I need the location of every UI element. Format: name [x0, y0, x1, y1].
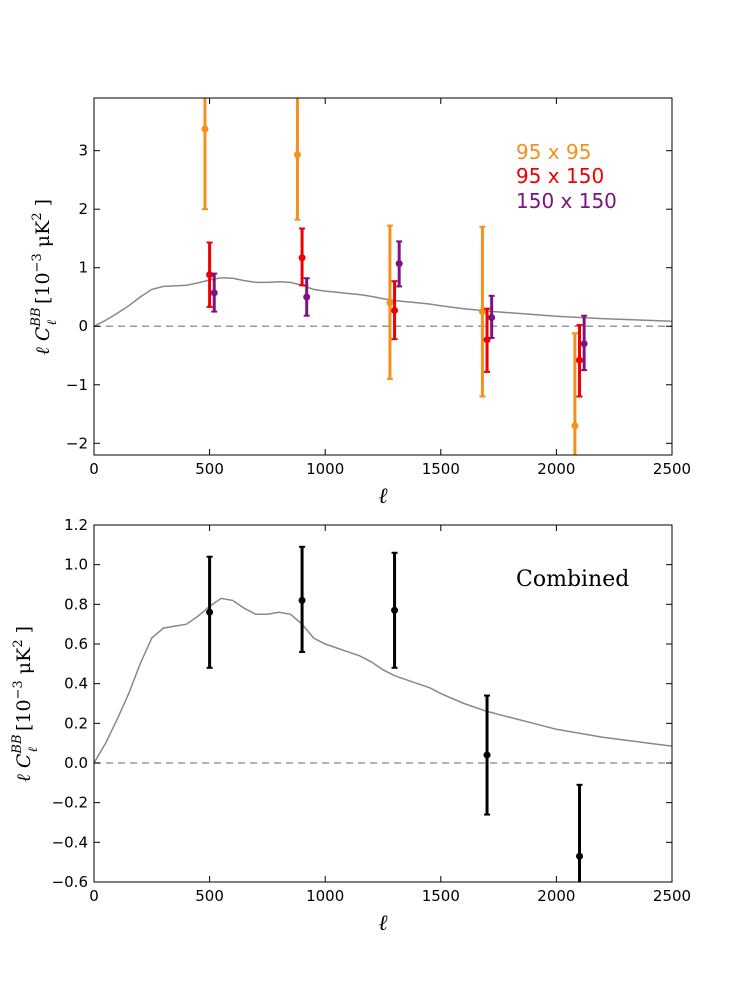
top-y-ticks: −2 −1 0 1 2 3 [66, 142, 672, 452]
legend-entry-95x150: 95 x 150 [516, 164, 604, 188]
top-ytick-label-0: −2 [66, 434, 88, 452]
bottom-data-points [206, 545, 584, 882]
combined-annotation: Combined [516, 567, 629, 592]
bot-ytick-label-5: 0.4 [64, 675, 88, 693]
bottom-ylabel-prefix: ℓ C [13, 753, 35, 782]
bot-ytick-label-1: −0.4 [52, 833, 88, 851]
point-bot-Combined-0 [206, 608, 214, 616]
top-ylabel-sup: BB [29, 307, 44, 327]
point-top-150x150-2 [395, 260, 403, 268]
bot-xtick-label-1000: 1000 [306, 887, 344, 905]
bot-xtick-label-1500: 1500 [422, 887, 460, 905]
top-axes-frame [93, 97, 673, 456]
top-y-axis-label: ℓ CBBℓ [10−3 μK2 ] [29, 199, 60, 355]
top-ylabel-unit-exp: 2 [30, 212, 45, 220]
bot-ytick-label-6: 0.6 [64, 635, 88, 653]
bot-ytick-label-9: 1.2 [64, 516, 88, 534]
top-xtick-label-1000: 1000 [306, 460, 344, 478]
bottom-y-axis-label: ℓ CBBℓ [10−3 μK2 ] [10, 626, 41, 782]
top-model-curve [93, 276, 673, 327]
top-xtick-label-0: 0 [89, 460, 99, 478]
bot-ytick-label-7: 0.8 [64, 595, 88, 613]
top-x-ticks: 0 500 1000 1500 2000 2500 [89, 98, 691, 478]
top-ytick-label-5: 3 [78, 142, 88, 160]
bot-xtick-label-2500: 2500 [653, 887, 691, 905]
top-xtick-label-2500: 2500 [653, 460, 691, 478]
bottom-ylabel-bracket-close: ] [13, 626, 35, 639]
bottom-y-ticks: −0.6 −0.4 −0.2 0.0 0.2 0.4 0.6 0.8 1.0 1.2 [52, 516, 672, 891]
legend-entry-95x95: 95 x 95 [516, 140, 591, 164]
top-ylabel-exp: −3 [30, 253, 45, 272]
bot-xtick-label-500: 500 [195, 887, 224, 905]
point-top-95x150-4 [576, 356, 584, 364]
top-ylabel-sub: ℓ [45, 319, 60, 325]
bot-ytick-label-0: −0.6 [52, 873, 88, 891]
point-top-95x95-2 [386, 299, 394, 307]
point-top-95x150-2 [391, 306, 399, 314]
point-top-150x150-1 [303, 293, 311, 301]
top-ylabel-unit: μK [32, 220, 54, 253]
legend: 95 x 95 95 x 150 150 x 150 [516, 140, 617, 213]
point-top-95x95-4 [571, 422, 579, 430]
bottom-ylabel-unit-exp: 2 [11, 639, 26, 647]
top-ylabel-bracket-close: ] [32, 199, 54, 212]
point-top-150x150-3 [488, 313, 496, 321]
top-x-axis-label: ℓ [378, 484, 388, 509]
point-top-95x95-0 [201, 125, 209, 133]
point-top-95x95-3 [478, 308, 486, 316]
bottom-x-ticks: 0 500 1000 1500 2000 2500 [89, 525, 691, 905]
bot-ytick-label-2: −0.2 [52, 794, 88, 812]
top-xtick-label-1500: 1500 [422, 460, 460, 478]
bot-ytick-label-3: 0.0 [64, 754, 88, 772]
top-ylabel-prefix: ℓ C [32, 326, 54, 355]
bottom-ylabel-sub: ℓ [26, 746, 41, 752]
top-ytick-label-3: 1 [78, 259, 88, 277]
top-xtick-label-2000: 2000 [537, 460, 575, 478]
bottom-ylabel-unit: μK [13, 647, 35, 680]
point-top-150x150-0 [210, 289, 218, 297]
bot-xtick-label-2000: 2000 [537, 887, 575, 905]
point-top-150x150-4 [580, 340, 588, 348]
point-bot-Combined-1 [298, 596, 306, 604]
top-ylabel-bracket-open: [10 [32, 272, 54, 304]
point-top-95x150-1 [298, 254, 306, 262]
point-top-95x150-0 [206, 271, 214, 279]
bottom-ylabel-sup: BB [10, 734, 25, 754]
bot-xtick-label-0: 0 [89, 887, 99, 905]
bottom-ylabel-bracket-open: [10 [13, 699, 35, 731]
top-ytick-label-2: 0 [78, 317, 88, 335]
top-xtick-label-500: 500 [195, 460, 224, 478]
top-ytick-label-1: −1 [66, 376, 88, 394]
legend-entry-150x150: 150 x 150 [516, 189, 617, 213]
bottom-model-curve [93, 597, 673, 764]
bot-ytick-label-8: 1.0 [64, 556, 88, 574]
bot-ytick-label-4: 0.2 [64, 714, 88, 732]
top-ytick-label-4: 2 [78, 200, 88, 218]
bottom-ylabel-exp: −3 [11, 680, 26, 699]
point-bot-Combined-4 [576, 852, 584, 860]
point-top-95x95-1 [293, 151, 301, 159]
point-bot-Combined-3 [483, 751, 491, 759]
top-data-points [201, 98, 588, 455]
bottom-panel: 0 500 1000 1500 2000 2500 −0.6−0.4−0.20.00.20… [10, 516, 691, 936]
point-bot-Combined-2 [391, 606, 399, 614]
bottom-axes-frame [93, 524, 673, 883]
bottom-x-axis-label: ℓ [378, 911, 388, 936]
